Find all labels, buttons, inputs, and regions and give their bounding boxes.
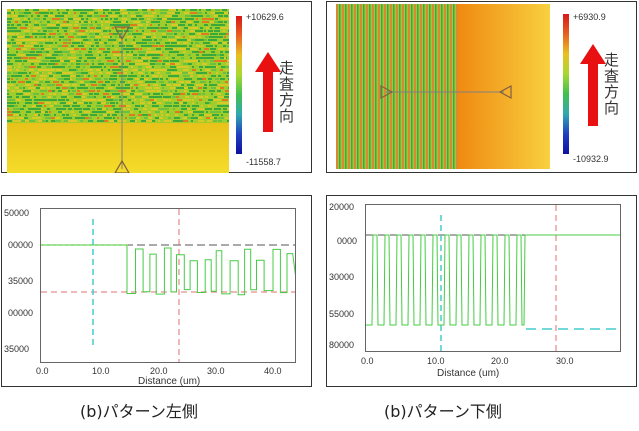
right-scan-direction-label: 走査方向: [602, 52, 620, 116]
left-xtick-3: 30.0: [207, 366, 225, 376]
right-xtick-0: 0.0: [361, 356, 374, 366]
left-ytick-3: 00000: [8, 308, 34, 318]
left-map-panel: +10629.6 -11558.7 走査方向: [1, 1, 312, 173]
right-xtick-3: 30.0: [556, 356, 574, 366]
left-ytick-4: 35000: [4, 344, 30, 354]
right-caption: (b)パターン下側: [384, 402, 502, 421]
right-profile-svg: [366, 205, 620, 351]
left-height-map[interactable]: [7, 9, 229, 173]
left-colorbar-min: -11558.7: [246, 157, 281, 167]
left-scan-direction-label: 走査方向: [277, 60, 295, 124]
left-ytick-1: 00000: [8, 240, 34, 250]
right-ytick-3: 55000: [329, 309, 355, 319]
left-scan-direction-arrow: [255, 52, 281, 132]
left-profile-svg: [41, 209, 295, 362]
right-colorbar-max: +6930.9: [573, 12, 606, 22]
left-xtick-1: 10.0: [92, 366, 110, 376]
right-ytick-4: 80000: [329, 340, 355, 350]
right-colorbar-min: -10932.9: [573, 154, 609, 164]
left-ytick-0: 50000: [4, 208, 30, 218]
left-profile-panel: 50000 00000 35000 00000 35000 0.0 10.0 2…: [1, 195, 312, 387]
left-height-map-image: [7, 9, 229, 173]
right-ytick-0: 20000: [329, 202, 355, 212]
right-colorbar: [563, 14, 569, 154]
left-xtick-4: 40.0: [264, 366, 282, 376]
right-scan-direction-arrow: [580, 44, 606, 126]
right-ytick-1: 0000: [337, 236, 358, 246]
left-colorbar-max: +10629.6: [246, 12, 284, 22]
right-height-map-image: [336, 4, 550, 169]
left-xtick-2: 20.0: [150, 366, 168, 376]
right-profile-plot[interactable]: [365, 204, 621, 352]
left-colorbar: [236, 16, 242, 154]
right-map-panel: +6930.9 -10932.9 走査方向: [326, 1, 637, 173]
left-xtick-0: 0.0: [36, 366, 49, 376]
right-xtick-1: 10.0: [427, 356, 445, 366]
right-xtick-2: 20.0: [491, 356, 509, 366]
left-xaxis-label: Distance (um): [138, 376, 201, 387]
right-height-map[interactable]: [336, 4, 550, 169]
left-profile-plot[interactable]: [40, 208, 296, 363]
left-ytick-2: 35000: [8, 276, 34, 286]
left-caption: (b)パターン左側: [80, 402, 198, 421]
right-xaxis-label: Distance (um): [437, 368, 500, 379]
right-profile-panel: 20000 0000 30000 55000 80000 0.0 10.0 20…: [326, 195, 637, 387]
right-ytick-2: 30000: [329, 272, 355, 282]
